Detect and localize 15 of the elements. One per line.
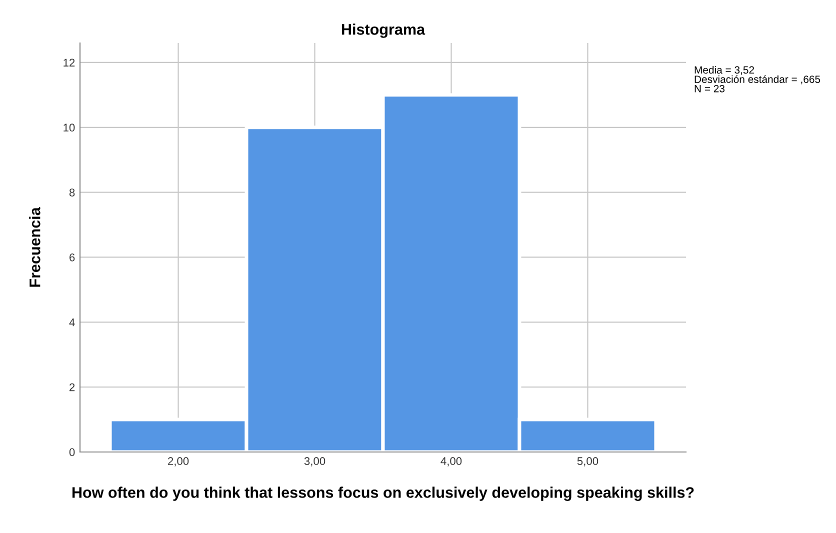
- x-axis-title: How often do you think that lessons focus on exclusively developing speaking skills?: [72, 486, 694, 501]
- chart-title: Histograma: [342, 24, 426, 38]
- y-axis-title: Frecuencia: [29, 207, 40, 287]
- x-tick-label: 5,00: [577, 457, 598, 466]
- x-tick-label: 3,00: [304, 457, 326, 466]
- y-tick-label: 8: [69, 188, 75, 196]
- y-tick-label: 0: [69, 448, 75, 456]
- y-tick-label: 12: [64, 58, 75, 66]
- y-tick-label: 2: [70, 383, 75, 392]
- y-tick-label: 6: [70, 254, 75, 262]
- y-tick-label: 10: [64, 124, 75, 132]
- x-tick-label: 4,00: [440, 457, 462, 466]
- y-tick-label: 4: [69, 318, 75, 326]
- text: Media = 3,52 Desviación estándar = ,665 N = 23: [694, 66, 820, 92]
- x-tick-label: 2,00: [168, 457, 189, 466]
